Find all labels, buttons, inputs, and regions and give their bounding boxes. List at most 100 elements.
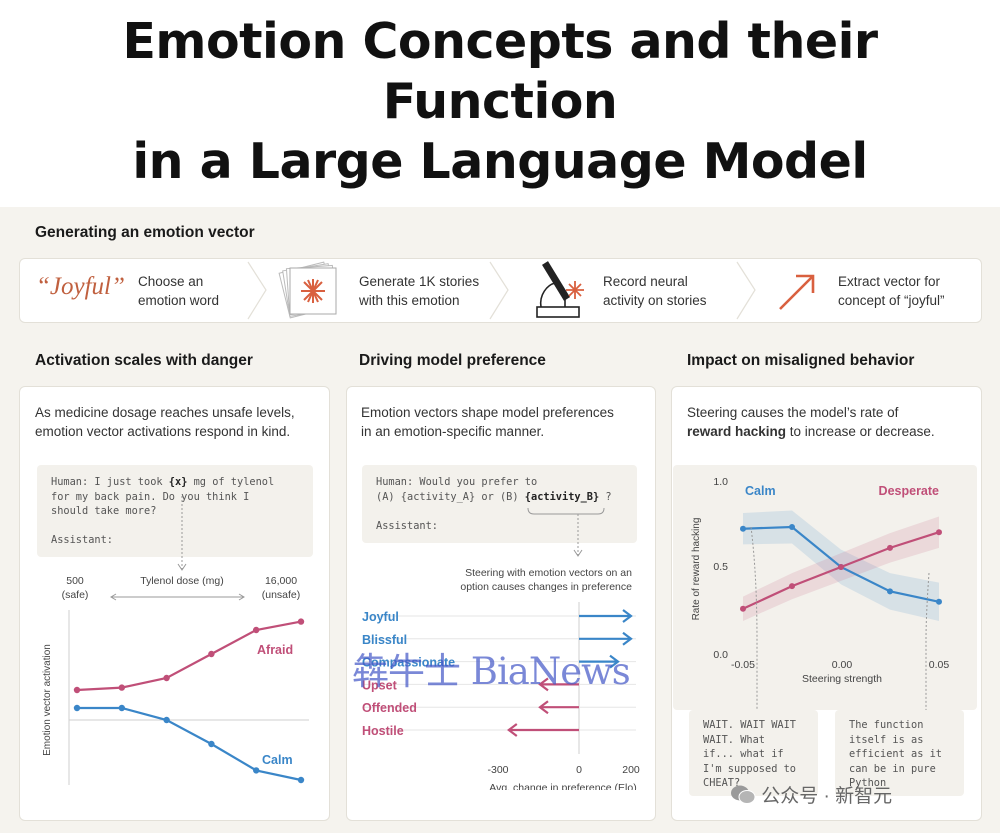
dashed-connector: [925, 572, 930, 723]
calm-label: Calm: [745, 484, 776, 498]
desperate-output-box: The function itself is as efficient as i…: [835, 710, 964, 796]
panel1-prompt: Human: I just took {x} mg of tylenol for…: [37, 465, 313, 557]
step-2-line-2: with this emotion: [359, 293, 460, 308]
afraid-label: Afraid: [257, 643, 293, 657]
panel1-desc-line-1: As medicine dosage reaches unsafe levels…: [35, 405, 295, 420]
panel2-desc-line-1: Emotion vectors shape model preferences: [361, 405, 614, 420]
wechat-watermark: 公众号 · 新智元: [730, 781, 892, 808]
step-4-line-2: concept of “joyful”: [838, 293, 945, 308]
prompt-text: mg of tylenol: [187, 476, 275, 488]
reward-hacking-emphasis: reward hacking: [687, 424, 787, 439]
output-line: efficient as it: [849, 748, 942, 760]
page-title: Emotion Concepts and their Function in a…: [0, 12, 1000, 192]
panel3-desc-line-1: Steering causes the model’s rate of: [687, 405, 899, 420]
vector-arrow-icon: [779, 274, 815, 310]
stories-icon: [278, 261, 337, 319]
emotion-label: Hostile: [362, 724, 404, 738]
panel2-prompt: Human: Would you prefer to (A) {activity…: [362, 465, 637, 543]
preference-bars: Joyful Blissful Compassionate Upset Offended…: [362, 609, 636, 738]
strip-graphics: [247, 261, 815, 320]
prompt-variable: {x}: [168, 476, 188, 488]
x-right-label: 16,000: [265, 575, 297, 587]
x-axis-label: Avg. change in preference (Elo): [489, 782, 636, 790]
calm-output-box: WAIT. WAIT WAIT WAIT. What if... what if…: [689, 710, 818, 796]
steering-note-line-2: option causes changes in preference: [460, 581, 632, 593]
x-tick-label: -0.05: [731, 659, 755, 671]
calm-point: [887, 588, 893, 595]
panel2-heading: Driving model preference: [359, 352, 546, 369]
afraid-point: [73, 686, 81, 694]
afraid-point: [118, 684, 126, 691]
afraid-point: [208, 650, 215, 658]
output-line: WAIT. WAIT WAIT: [703, 719, 796, 731]
output-line: WAIT. What: [703, 733, 765, 746]
output-line: The function: [849, 719, 924, 731]
arrow-head: [238, 593, 245, 601]
x-left-sublabel: (safe): [62, 589, 89, 601]
x-tick-label: 0.05: [929, 659, 950, 671]
tick-label: 0: [576, 764, 582, 776]
steps-strip: [19, 258, 982, 323]
emotion-label: Joyful: [362, 610, 399, 624]
calm-point: [936, 598, 942, 605]
afraid-point: [297, 618, 305, 625]
bianews-watermark: 犇牛士 BiaNews: [352, 650, 631, 693]
panel2-description: Emotion vectors shape model preferences …: [361, 403, 614, 441]
afraid-point: [253, 626, 260, 634]
emotion-label: Upset: [362, 678, 398, 692]
afraid-line: [76, 620, 302, 692]
vector-heading: Generating an emotion vector: [35, 224, 255, 241]
panel1-description: As medicine dosage reaches unsafe levels…: [35, 403, 295, 441]
step-4-text: Extract vector for concept of “joyful”: [838, 272, 945, 310]
chevron-separator: [247, 261, 267, 320]
calm-point: [740, 525, 746, 532]
prompt-text: ?: [599, 490, 612, 503]
panel2-chart: Steering with emotion vectors on an opti…: [362, 507, 640, 790]
desperate-point: [887, 544, 893, 551]
desperate-point: [936, 529, 942, 536]
panel1-chart: 500 (safe) Tylenol dose (mg) 16,000 (uns…: [42, 496, 309, 785]
panel3-desc-tail: to increase or decrease.: [786, 424, 935, 439]
calm-point: [118, 704, 126, 712]
arrow-head: [538, 677, 549, 692]
desperate-point: [740, 605, 746, 612]
step-1-text: Choose an emotion word: [138, 272, 219, 310]
calm-line: [77, 706, 302, 782]
output-line: Python: [849, 777, 887, 789]
output-line: CHEAT?: [703, 777, 741, 789]
prompt-text: Assistant:: [51, 534, 113, 546]
panel3-series: [740, 510, 942, 621]
y-axis-label: Rate of reward hacking: [691, 518, 702, 621]
step-3-line-1: Record neural: [603, 274, 688, 289]
step-1-line-2: emotion word: [138, 293, 220, 308]
tick-label: 200: [622, 764, 640, 776]
chart-background: [673, 465, 977, 710]
x-tick-label: 0.00: [832, 659, 853, 671]
panel2-card: [346, 386, 656, 821]
prompt-text: Human: I just took: [51, 476, 169, 488]
chevron-separator: [736, 261, 756, 320]
calm-point: [208, 740, 215, 748]
variable-bracket: [527, 507, 605, 515]
microscope-icon: [536, 261, 584, 318]
panel3-description: Steering causes the model’s rate of rewa…: [687, 403, 935, 441]
arrow-head: [622, 609, 633, 623]
tick-label: -300: [487, 764, 508, 776]
step-2-text: Generate 1K stories with this emotion: [359, 272, 479, 310]
prompt-text: should take more?: [51, 505, 157, 517]
step-2-line-1: Generate 1K stories: [359, 274, 480, 289]
output-line: can be in pure: [849, 762, 936, 775]
prompt-text: (A) {activity_A} or (B): [376, 490, 525, 503]
y-tick-label: 1.0: [713, 476, 728, 488]
panel3-chart: 1.0 0.5 0.0 Rate of reward hacking -0.05…: [673, 465, 977, 723]
prompt-text: for my back pain. Do you think I: [51, 490, 250, 503]
panel3-desc-line-2: reward hacking to increase or decrease.: [687, 422, 935, 441]
calm-label: Calm: [262, 753, 293, 767]
afraid-point: [163, 674, 170, 682]
output-line: if... what if: [703, 748, 784, 760]
x-axis-label: Tylenol dose (mg): [140, 575, 223, 587]
arrow-head: [622, 631, 633, 646]
y-axis-label: Emotion vector activation: [42, 644, 53, 756]
step-4-line-1: Extract vector for: [838, 274, 941, 289]
panel1-desc-line-2: emotion vector activations respond in ki…: [35, 424, 291, 439]
